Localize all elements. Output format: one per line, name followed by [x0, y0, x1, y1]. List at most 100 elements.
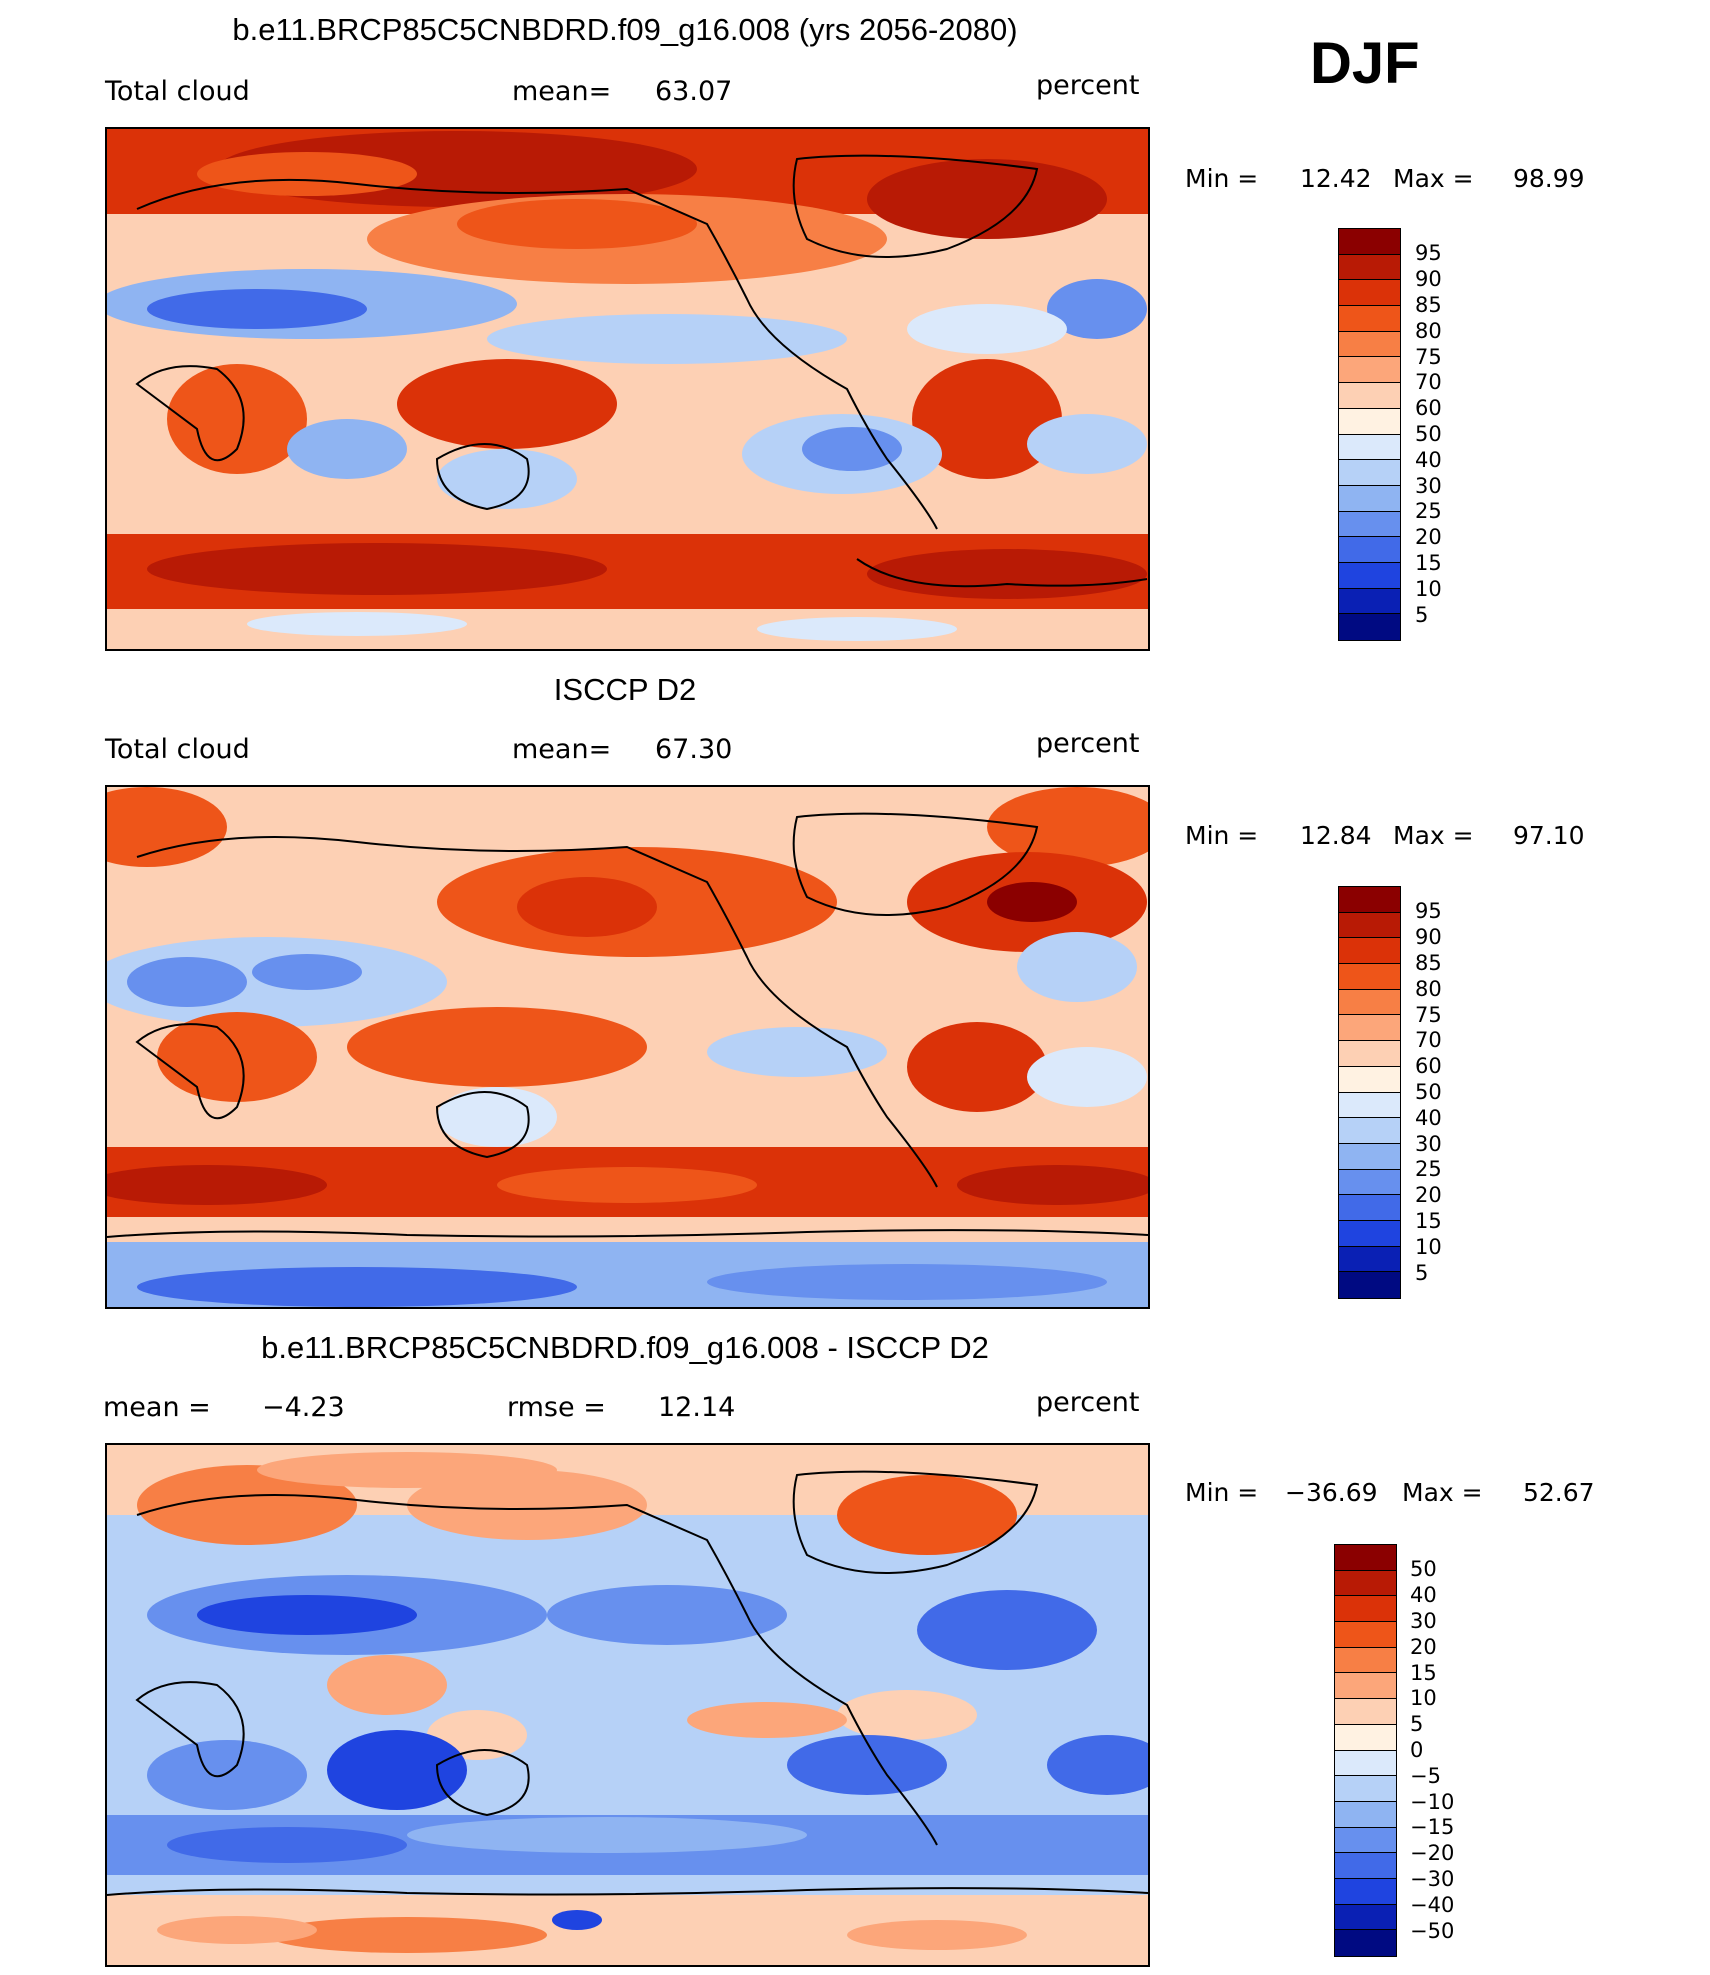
panel2-mean-label: mean= — [512, 734, 612, 765]
colorbar-tick-label: −20 — [1410, 1841, 1455, 1866]
colorbar-tick-label: 25 — [1415, 499, 1442, 524]
colorbar-tick-label: 50 — [1415, 422, 1442, 446]
colorbar-tick-label: 95 — [1415, 899, 1442, 924]
colorbar-level-box — [1339, 383, 1400, 409]
panel2-min-value: 12.84 — [1300, 821, 1372, 850]
colorbar-level-box — [1335, 1801, 1396, 1828]
colorbar-level-box — [1339, 887, 1400, 913]
colorbar-tick-label: 75 — [1415, 344, 1442, 369]
colorbar-tick-label: −50 — [1410, 1918, 1455, 1943]
colorbar-level-box — [1335, 1724, 1396, 1751]
colorbar-tick-label: −30 — [1410, 1867, 1455, 1892]
colorbar-tick-label: 5 — [1415, 1260, 1429, 1285]
colorbar-tick-label: −10 — [1410, 1789, 1455, 1814]
colorbar-level-box — [1339, 1066, 1400, 1093]
colorbar-level-box — [1339, 989, 1400, 1016]
colorbar-level-box — [1335, 1673, 1396, 1700]
colorbar-tick-label: −5 — [1410, 1763, 1441, 1788]
colorbar-tick-label: 90 — [1415, 925, 1442, 950]
panel1-title: b.e11.BRCP85C5CNBDRD.f09_g16.008 (yrs 20… — [232, 12, 1018, 47]
panel3-mean-label: mean = — [103, 1392, 211, 1423]
colorbar-level-box — [1339, 562, 1400, 589]
colorbar-level-box — [1335, 1750, 1396, 1777]
panel3-max-value: 52.67 — [1523, 1478, 1595, 1507]
colorbar-tick-label: 20 — [1415, 525, 1442, 550]
colorbar-level-box — [1335, 1622, 1396, 1648]
colorbar-tick-label: 10 — [1410, 1686, 1437, 1711]
colorbar-tick-label: 40 — [1415, 447, 1442, 472]
colorbar-tick-label: 5 — [1410, 1712, 1424, 1737]
colorbar-level-box — [1339, 938, 1400, 965]
colorbar-tick-label: 95 — [1415, 241, 1442, 266]
colorbar-level-box — [1339, 1195, 1400, 1221]
colorbar-level-box — [1339, 1041, 1400, 1067]
panel3-min-label: Min = — [1185, 1478, 1259, 1507]
colorbar-level-box — [1339, 331, 1400, 358]
panel2-map — [105, 785, 1150, 1309]
panel3-map — [105, 1443, 1150, 1967]
season-label: DJF — [1310, 31, 1420, 96]
colorbar-tick-label: 60 — [1415, 396, 1442, 421]
colorbar-level-box — [1339, 1118, 1400, 1144]
panel1-variable-label: Total cloud — [105, 76, 250, 107]
colorbar-level-box — [1339, 1169, 1400, 1196]
panel2-units: percent — [1036, 728, 1140, 759]
colorbar-level-box — [1335, 1853, 1396, 1879]
colorbar-tick-label: 5 — [1415, 602, 1429, 627]
panel1-min-label: Min = — [1185, 164, 1259, 193]
colorbar-tick-label: 80 — [1415, 318, 1442, 343]
panel1-map — [105, 127, 1150, 651]
panel2-colorbar — [1338, 886, 1401, 1299]
colorbar-tick-label: 20 — [1410, 1634, 1437, 1659]
colorbar-tick-label: −40 — [1410, 1892, 1455, 1917]
panel3-max-label: Max = — [1402, 1478, 1483, 1507]
colorbar-tick-label: 40 — [1415, 1105, 1442, 1130]
colorbar-tick-label: 80 — [1415, 976, 1442, 1001]
panel2-title: ISCCP D2 — [553, 672, 697, 707]
panel3-title: b.e11.BRCP85C5CNBDRD.f09_g16.008 - ISCCP… — [261, 1330, 989, 1365]
colorbar-tick-label: 70 — [1415, 1028, 1442, 1053]
panel3-colorbar — [1334, 1544, 1397, 1957]
colorbar-level-box — [1339, 1272, 1400, 1298]
colorbar-level-box — [1339, 434, 1400, 461]
colorbar-level-box — [1335, 1699, 1396, 1725]
colorbar-tick-label: 50 — [1410, 1557, 1437, 1582]
colorbar-tick-label: 20 — [1415, 1183, 1442, 1208]
colorbar-level-box — [1339, 306, 1400, 332]
colorbar-tick-label: 10 — [1415, 576, 1442, 601]
colorbar-level-box — [1339, 511, 1400, 538]
panel1-mean-value: 63.07 — [655, 76, 733, 107]
colorbar-tick-label: 25 — [1415, 1157, 1442, 1182]
panel2-max-value: 97.10 — [1513, 821, 1585, 850]
colorbar-tick-label: 90 — [1415, 267, 1442, 292]
colorbar-level-box — [1335, 1647, 1396, 1674]
colorbar-level-box — [1339, 1246, 1400, 1273]
panel1-colorbar — [1338, 228, 1401, 641]
colorbar-level-box — [1335, 1878, 1396, 1905]
colorbar-level-box — [1335, 1904, 1396, 1931]
colorbar-level-box — [1339, 357, 1400, 384]
colorbar-tick-label: 60 — [1415, 1054, 1442, 1079]
panel2-min-label: Min = — [1185, 821, 1259, 850]
panel3-rmse-label: rmse = — [507, 1392, 606, 1423]
colorbar-level-box — [1335, 1827, 1396, 1854]
colorbar-tick-label: 30 — [1415, 1131, 1442, 1156]
colorbar-tick-label: 50 — [1415, 1080, 1442, 1104]
colorbar-level-box — [1339, 588, 1400, 615]
colorbar-level-box — [1335, 1545, 1396, 1571]
colorbar-tick-label: 15 — [1410, 1660, 1437, 1685]
colorbar-tick-label: 30 — [1415, 473, 1442, 498]
colorbar-tick-label: 85 — [1415, 950, 1442, 975]
panel1-mean-label: mean= — [512, 76, 612, 107]
colorbar-tick-label: 15 — [1415, 1209, 1442, 1234]
panel2-mean-value: 67.30 — [655, 734, 733, 765]
colorbar-level-box — [1339, 485, 1400, 512]
panel3-min-value: −36.69 — [1285, 1478, 1378, 1507]
colorbar-tick-label: −15 — [1410, 1815, 1455, 1840]
colorbar-level-box — [1335, 1570, 1396, 1597]
panel3-mean-value: −4.23 — [262, 1392, 345, 1423]
colorbar-tick-label: 15 — [1415, 551, 1442, 576]
panel1-max-value: 98.99 — [1513, 164, 1585, 193]
colorbar-level-box — [1339, 254, 1400, 281]
panel1-max-label: Max = — [1393, 164, 1474, 193]
